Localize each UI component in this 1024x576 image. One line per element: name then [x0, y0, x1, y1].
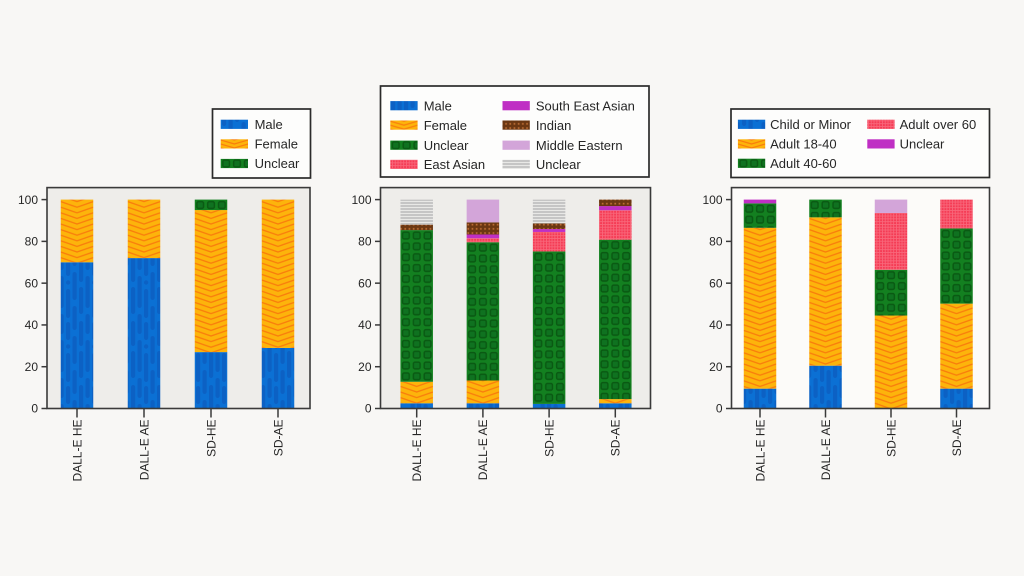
svg-text:0: 0: [716, 402, 723, 416]
svg-text:Adult 40-60: Adult 40-60: [770, 156, 837, 171]
svg-text:Unclear: Unclear: [255, 156, 300, 171]
svg-text:20: 20: [358, 360, 372, 374]
svg-text:Male: Male: [424, 98, 452, 113]
svg-text:SD-HE: SD-HE: [542, 420, 556, 457]
svg-text:0: 0: [31, 402, 38, 416]
svg-text:60: 60: [358, 276, 372, 290]
svg-text:80: 80: [358, 235, 372, 249]
svg-text:60: 60: [25, 276, 39, 290]
svg-text:Female: Female: [424, 118, 467, 133]
svg-text:Indian: Indian: [536, 118, 571, 133]
svg-text:100: 100: [702, 193, 722, 207]
svg-text:SD-HE: SD-HE: [884, 420, 898, 457]
svg-text:Unclear: Unclear: [424, 138, 469, 153]
svg-text:40: 40: [25, 318, 39, 332]
svg-text:20: 20: [25, 360, 39, 374]
svg-text:80: 80: [25, 235, 39, 249]
svg-text:Unclear: Unclear: [536, 157, 581, 172]
svg-text:Child or Minor: Child or Minor: [770, 117, 852, 132]
svg-text:Adult over 60: Adult over 60: [900, 117, 977, 132]
svg-text:Unclear: Unclear: [900, 137, 945, 152]
svg-text:DALL-E AE: DALL-E AE: [819, 420, 833, 481]
svg-text:20: 20: [709, 360, 723, 374]
svg-text:40: 40: [358, 318, 372, 332]
svg-text:SD-AE: SD-AE: [950, 420, 964, 457]
svg-text:DALL-E HE: DALL-E HE: [753, 420, 767, 482]
svg-text:SD-AE: SD-AE: [271, 420, 285, 457]
svg-text:40: 40: [709, 318, 723, 332]
svg-text:DALL-E AE: DALL-E AE: [476, 420, 490, 481]
svg-text:Male: Male: [255, 117, 283, 132]
svg-text:100: 100: [351, 193, 371, 207]
svg-text:0: 0: [365, 402, 372, 416]
svg-text:80: 80: [709, 235, 723, 249]
svg-text:East Asian: East Asian: [424, 157, 485, 172]
svg-text:DALL-E AE: DALL-E AE: [137, 420, 151, 481]
svg-text:Adult 18-40: Adult 18-40: [770, 137, 837, 152]
svg-text:Female: Female: [255, 137, 298, 152]
svg-text:DALL-E HE: DALL-E HE: [70, 420, 84, 482]
svg-text:DALL-E HE: DALL-E HE: [410, 420, 424, 482]
svg-text:Middle Eastern: Middle Eastern: [536, 138, 623, 153]
svg-text:South East Asian: South East Asian: [536, 98, 635, 113]
svg-text:SD-HE: SD-HE: [204, 420, 218, 457]
svg-text:60: 60: [709, 276, 723, 290]
svg-text:SD-AE: SD-AE: [609, 420, 623, 457]
svg-text:100: 100: [18, 193, 38, 207]
